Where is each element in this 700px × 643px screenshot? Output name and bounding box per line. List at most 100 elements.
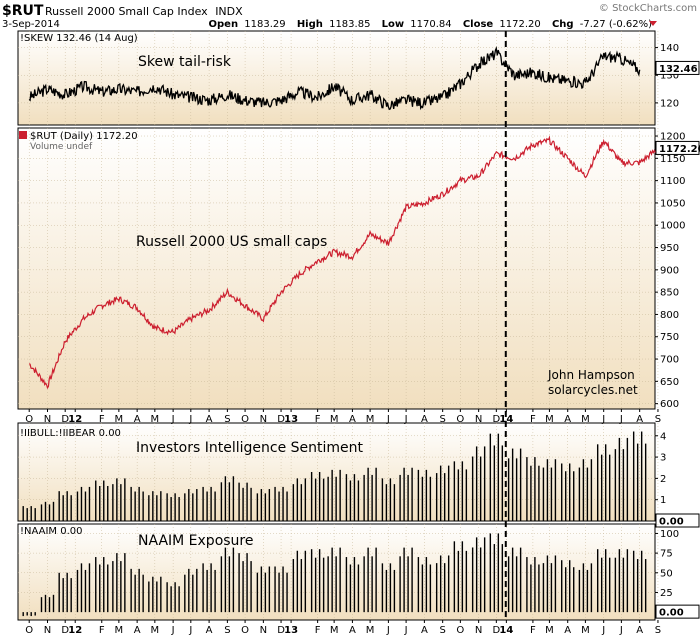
bar	[561, 560, 563, 613]
bar	[435, 473, 438, 521]
x-tick-label: O	[25, 414, 33, 425]
bar	[134, 574, 136, 613]
bar	[399, 556, 401, 613]
bar	[88, 486, 91, 521]
bar	[292, 484, 295, 521]
bar	[70, 495, 72, 521]
bar	[80, 486, 83, 521]
exchange: INDX	[215, 5, 243, 18]
x-tick-label: N	[44, 625, 51, 636]
bar	[497, 533, 500, 613]
panel-iibull: 4 3 2 1 !IIBULL:!IIBEAR 0.00 Investors Intell…	[17, 422, 700, 528]
x-tick-label: M	[545, 625, 554, 636]
bar	[622, 557, 625, 613]
low-label: Low	[382, 19, 404, 30]
bar	[461, 461, 464, 521]
bar	[327, 556, 329, 613]
bar	[632, 550, 635, 613]
bar	[439, 555, 442, 613]
bar	[335, 556, 337, 613]
x-tick-label: J	[188, 414, 192, 425]
bar	[554, 459, 557, 521]
y-tick-label: 50	[660, 568, 673, 579]
bar	[403, 547, 405, 613]
bar	[268, 566, 271, 613]
bar	[206, 491, 208, 521]
bar	[447, 465, 450, 521]
bar	[389, 563, 392, 613]
bar	[345, 474, 348, 521]
bar	[103, 557, 105, 613]
bar	[304, 478, 307, 521]
x-tick-label: N	[475, 625, 482, 636]
x-axis-lower: O N D 12 F M A M J J A S O N D 13 F M A M J J A S O N D 14 F M A M J J A S	[25, 620, 661, 636]
bar	[120, 561, 122, 613]
bar	[640, 431, 643, 521]
bar	[112, 484, 114, 521]
x-tick-label: M	[115, 414, 124, 425]
x-tick-label: A	[421, 414, 428, 425]
bar	[331, 469, 333, 521]
bar	[385, 484, 388, 521]
bar	[202, 563, 204, 613]
bar	[52, 501, 55, 521]
high-value: 1183.85	[329, 19, 370, 30]
x-tick-label: D	[277, 414, 285, 425]
last-value-box	[655, 60, 700, 75]
x-tick-label: N	[44, 414, 51, 425]
x-tick-label: M	[330, 414, 339, 425]
bar	[534, 457, 536, 521]
bar	[483, 446, 486, 521]
bar	[120, 484, 122, 521]
bar	[632, 431, 635, 521]
bar	[224, 547, 227, 613]
bar	[622, 449, 625, 521]
bar	[596, 549, 599, 613]
bar	[501, 445, 504, 521]
x-tick-label: O	[241, 625, 249, 636]
bar	[242, 561, 244, 613]
bar	[526, 557, 528, 613]
bar	[107, 485, 109, 521]
bar	[465, 469, 468, 521]
x-tick-label: M	[366, 414, 375, 425]
bar	[296, 478, 299, 521]
bar	[62, 578, 64, 613]
bar	[586, 569, 589, 613]
bar	[542, 563, 545, 613]
bar	[554, 555, 557, 613]
bar	[246, 553, 248, 613]
last-value-box	[655, 513, 700, 528]
bar	[48, 504, 51, 521]
bar	[501, 544, 504, 613]
bar	[381, 478, 384, 521]
x-tick-label: 12	[68, 414, 82, 425]
bar	[457, 550, 460, 613]
bar	[30, 506, 32, 521]
bar	[538, 564, 540, 613]
panel-annotation: Russell 2000 US small caps	[136, 234, 327, 250]
y-tick-label: 800	[660, 310, 679, 321]
bar	[278, 572, 280, 613]
bar	[417, 557, 420, 613]
index-name-text: Russell 2000 Small Cap Index	[45, 5, 208, 18]
x-tick-label: N	[260, 414, 267, 425]
volume-label: Volume undef	[30, 142, 93, 152]
y-tick-label: 1000	[660, 221, 685, 232]
bar	[44, 501, 47, 521]
panel-annotation: NAAIM Exposure	[138, 533, 254, 549]
bar	[322, 557, 325, 613]
bar	[160, 491, 162, 521]
x-axes: O N D 12 F M A M J J A S O N D 13 F M A M J J A S O N D 14 F M A M J J A SO…	[25, 409, 661, 636]
bar	[52, 594, 55, 613]
bar	[363, 556, 365, 613]
bar	[314, 557, 317, 613]
bar	[578, 467, 581, 521]
bar	[196, 568, 198, 613]
bar	[600, 454, 603, 521]
bar	[148, 495, 150, 521]
bar	[84, 569, 87, 613]
bar	[519, 448, 522, 521]
bar	[112, 561, 114, 613]
